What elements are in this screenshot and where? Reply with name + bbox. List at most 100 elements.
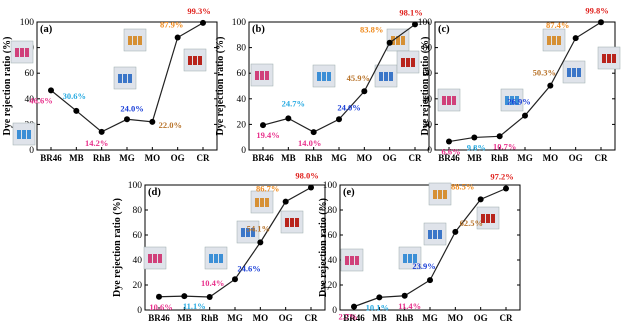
vial: [350, 256, 354, 265]
vial: [602, 54, 606, 63]
vial: [327, 72, 331, 81]
vial-photo: [423, 222, 447, 246]
vial: [20, 48, 24, 57]
data-point: [260, 122, 266, 129]
y-tick-label: 40: [423, 95, 433, 105]
data-point: [73, 107, 80, 114]
y-axis-label: Dye rejection ratio (%): [420, 37, 431, 136]
vial: [411, 58, 415, 67]
y-axis-label: Dye rejection ratio (%): [215, 37, 226, 136]
data-point: [149, 118, 156, 125]
vial: [214, 254, 218, 263]
panel-label: (b): [252, 24, 265, 35]
data-label: 2.7%: [338, 312, 357, 322]
vial: [396, 36, 400, 45]
x-tick-label: MB: [177, 313, 192, 323]
vial: [193, 56, 197, 65]
data-label: 50.3%: [533, 68, 556, 78]
x-tick-label: MB: [69, 153, 84, 163]
vial-photo: [542, 28, 566, 52]
vial: [552, 36, 556, 45]
vial: [118, 74, 122, 83]
data-point: [496, 133, 503, 140]
x-tick-label: MO: [448, 313, 464, 323]
vial: [209, 254, 213, 263]
vial-photo: [374, 64, 398, 88]
y-tick-label: 100: [232, 18, 247, 28]
data-point: [547, 82, 554, 89]
data-point: [174, 34, 181, 41]
vial: [401, 58, 405, 67]
y-tick-label: 60: [133, 231, 143, 241]
x-tick-label: MG: [422, 313, 438, 323]
y-tick-label: 80: [423, 44, 433, 54]
y-tick-label: 60: [237, 69, 247, 79]
y-axis-label: Dye rejection ratio (%): [318, 198, 329, 297]
vial: [265, 71, 269, 80]
vial-photo: [476, 206, 500, 230]
vial: [138, 36, 142, 45]
vial-photo: [437, 88, 461, 112]
vial-photo: [280, 210, 304, 234]
vial: [265, 198, 269, 207]
data-label: 24.0%: [337, 102, 360, 112]
vial: [322, 72, 326, 81]
data-point: [310, 129, 317, 136]
x-tick-label: CR: [409, 153, 422, 163]
data-point: [282, 198, 289, 205]
x-tick-label: MB: [281, 153, 296, 163]
panel-e: 0 20 40 60 80 100 Dye rejection ratio (%) (e) BR…: [318, 172, 521, 323]
vial-photo: [500, 88, 524, 112]
vial: [27, 130, 31, 139]
data-label: 14.2%: [85, 138, 108, 148]
vial-photo: [428, 182, 452, 206]
vial-photo: [250, 63, 274, 87]
data-point: [98, 128, 105, 135]
rejection-line: [353, 187, 507, 308]
vial-photo: [113, 66, 137, 90]
x-tick-label: BR46: [438, 153, 460, 163]
vial: [260, 198, 264, 207]
vial: [572, 68, 576, 77]
x-tick-label: MG: [517, 153, 533, 163]
x-tick-label: CR: [595, 153, 608, 163]
data-label: 11.4%: [398, 301, 421, 311]
vial: [433, 190, 437, 199]
vial: [612, 54, 616, 63]
data-point: [477, 196, 484, 203]
y-tick-label: 60: [25, 69, 35, 79]
vial-photo: [398, 246, 422, 270]
data-label: 45.9%: [347, 73, 370, 83]
vial: [406, 58, 410, 67]
y-tick-label: 60: [423, 69, 433, 79]
data-point: [401, 292, 408, 299]
data-label: 19.4%: [256, 130, 279, 140]
data-label: 99.8%: [585, 5, 608, 15]
vial: [15, 48, 19, 57]
data-label: 22.0%: [159, 120, 182, 130]
data-label: 9.8%: [467, 142, 486, 152]
x-tick-label: BR46: [148, 313, 170, 323]
data-label: 86.7%: [256, 184, 279, 194]
y-tick-label: 20: [237, 120, 247, 130]
vial: [153, 254, 157, 263]
x-tick-label: RhB: [491, 153, 509, 163]
panel-d: 0 20 40 60 80 100 Dye rejection ratio (%) (d) BR…: [112, 171, 326, 323]
x-tick-label: CR: [305, 313, 318, 323]
x-tick-label: MG: [119, 153, 135, 163]
y-tick-label: 40: [328, 256, 338, 266]
data-point: [308, 184, 314, 191]
vial: [198, 56, 202, 65]
data-point: [522, 112, 528, 119]
vial: [285, 218, 289, 227]
data-label: 30.6%: [63, 91, 86, 101]
vial: [148, 254, 152, 263]
data-label: 10.6%: [149, 302, 172, 312]
vial-photo: [204, 246, 228, 270]
data-point: [471, 134, 478, 141]
vial: [295, 218, 299, 227]
vial: [219, 254, 223, 263]
vial: [255, 198, 259, 207]
